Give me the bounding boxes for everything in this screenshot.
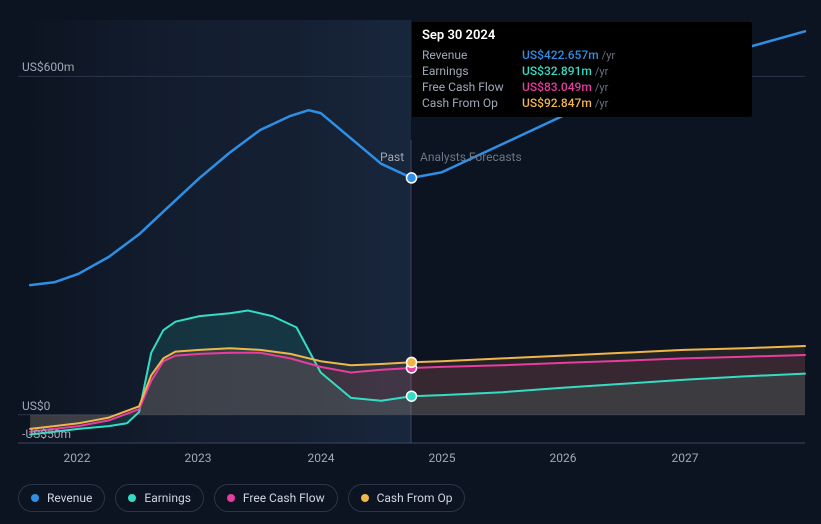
tooltip-metric-label: Revenue xyxy=(422,48,522,62)
financial-chart: US$600m US$0 -US$50m 2022 2023 2024 2025 2026 2… xyxy=(0,0,821,524)
tooltip-row: Earnings US$32.891m /yr xyxy=(422,63,742,79)
tooltip-row: Free Cash Flow US$83.049m /yr xyxy=(422,79,742,95)
x-axis-label: 2026 xyxy=(550,451,577,465)
legend-item[interactable]: Free Cash Flow xyxy=(214,484,338,512)
legend-item-label: Cash From Op xyxy=(377,491,453,505)
tooltip-row: Cash From Op US$92.847m /yr xyxy=(422,95,742,111)
x-axis-label: 2022 xyxy=(64,451,91,465)
tooltip-metric-suffix: /yr xyxy=(595,81,608,94)
legend-dot-icon xyxy=(128,494,136,502)
tooltip-metric-value: US$32.891m xyxy=(522,64,592,78)
legend-item[interactable]: Revenue xyxy=(18,484,105,512)
x-axis-label: 2027 xyxy=(672,451,699,465)
tooltip-metric-value: US$422.657m xyxy=(522,48,599,62)
tooltip-metric-value: US$83.049m xyxy=(522,80,592,94)
legend-dot-icon xyxy=(227,494,235,502)
x-axis-label: 2025 xyxy=(429,451,456,465)
x-axis-label: 2023 xyxy=(185,451,212,465)
legend-dot-icon xyxy=(31,494,39,502)
tooltip-metric-suffix: /yr xyxy=(595,65,608,78)
forecast-section-label: Analysts Forecasts xyxy=(420,150,522,164)
legend-item-label: Free Cash Flow xyxy=(243,491,325,505)
past-section-label: Past xyxy=(380,150,404,164)
legend-item[interactable]: Cash From Op xyxy=(348,484,466,512)
legend-item-label: Earnings xyxy=(144,491,191,505)
legend-dot-icon xyxy=(361,494,369,502)
legend-item-label: Revenue xyxy=(47,491,92,505)
x-axis-label: 2024 xyxy=(308,451,335,465)
legend-item[interactable]: Earnings xyxy=(115,484,204,512)
tooltip-row: Revenue US$422.657m /yr xyxy=(422,47,742,63)
chart-tooltip: Sep 30 2024 Revenue US$422.657m /yrEarni… xyxy=(412,22,752,117)
chart-legend: Revenue Earnings Free Cash Flow Cash Fro… xyxy=(18,484,465,512)
tooltip-metric-label: Earnings xyxy=(422,64,522,78)
y-axis-label: US$600m xyxy=(22,60,74,74)
tooltip-metric-label: Cash From Op xyxy=(422,96,522,110)
tooltip-metric-value: US$92.847m xyxy=(522,96,592,110)
y-axis-label: US$0 xyxy=(22,399,50,413)
y-axis-label: -US$50m xyxy=(22,427,71,441)
tooltip-date: Sep 30 2024 xyxy=(422,28,742,43)
tooltip-metric-label: Free Cash Flow xyxy=(422,80,522,94)
tooltip-metric-suffix: /yr xyxy=(595,97,608,110)
tooltip-metric-suffix: /yr xyxy=(602,49,615,62)
